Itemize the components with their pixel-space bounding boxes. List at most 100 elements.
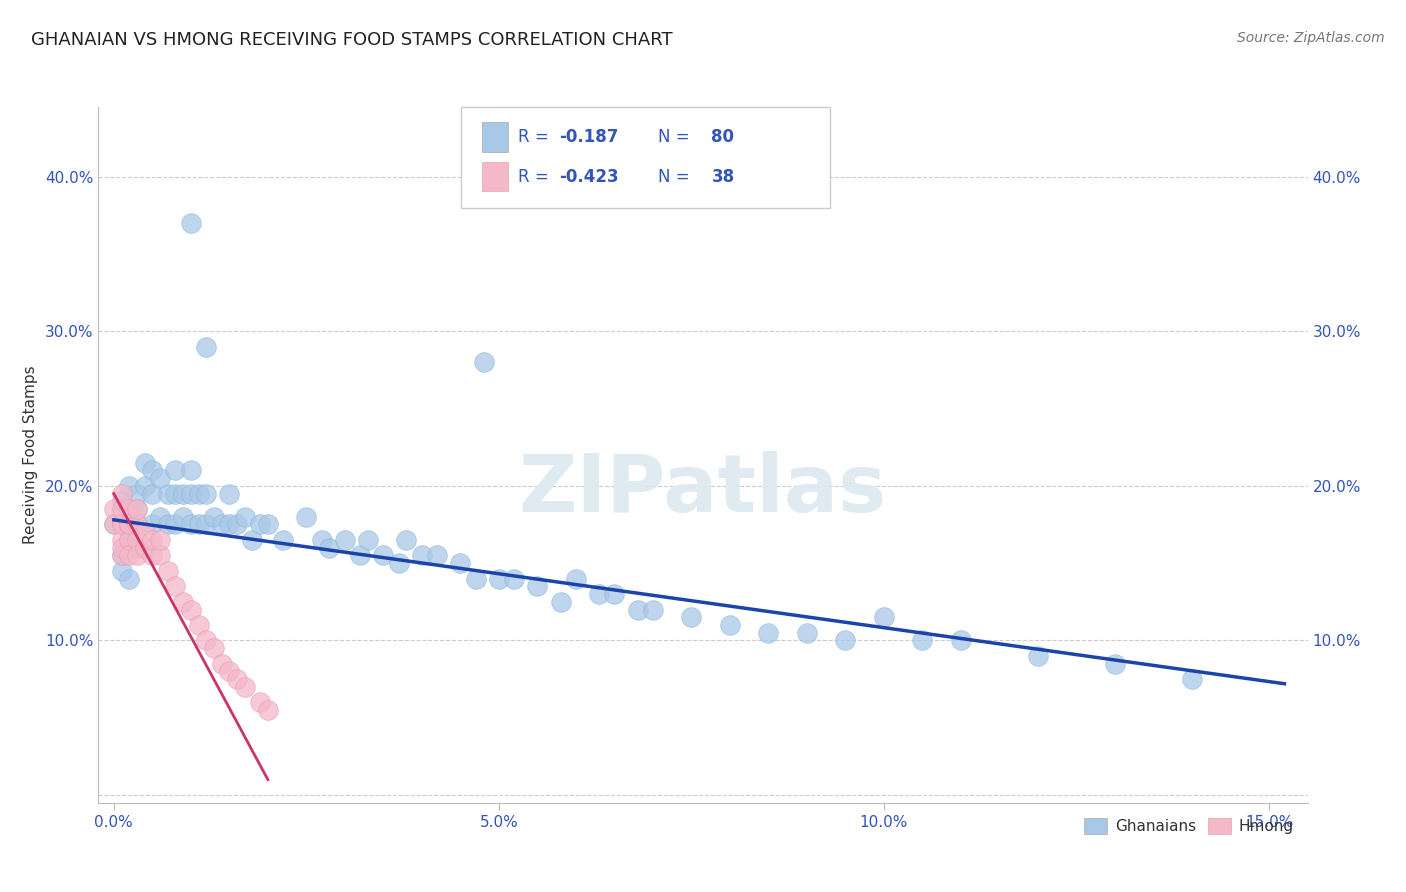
Point xyxy=(503,572,526,586)
Point xyxy=(180,216,202,230)
Point xyxy=(796,625,818,640)
Point xyxy=(242,533,264,547)
Point xyxy=(165,486,187,500)
Point xyxy=(911,633,934,648)
Point xyxy=(318,541,340,555)
Point xyxy=(134,541,156,555)
Point xyxy=(156,517,179,532)
Point xyxy=(1026,648,1049,663)
Point xyxy=(873,610,896,624)
Point xyxy=(125,533,148,547)
Point xyxy=(195,340,218,354)
Point xyxy=(472,355,495,369)
Point xyxy=(118,549,141,563)
Point xyxy=(641,602,664,616)
Text: -0.187: -0.187 xyxy=(560,128,619,146)
Point xyxy=(110,502,132,516)
Point xyxy=(603,587,626,601)
Point xyxy=(118,517,141,532)
Point xyxy=(950,633,973,648)
Point xyxy=(195,486,218,500)
Point xyxy=(718,618,741,632)
Y-axis label: Receiving Food Stamps: Receiving Food Stamps xyxy=(22,366,38,544)
Point xyxy=(311,533,333,547)
Legend: Ghanaians, Hmong: Ghanaians, Hmong xyxy=(1078,813,1301,840)
Point xyxy=(172,486,194,500)
Point xyxy=(125,517,148,532)
Point xyxy=(233,680,256,694)
Text: Source: ZipAtlas.com: Source: ZipAtlas.com xyxy=(1237,31,1385,45)
Point xyxy=(257,517,280,532)
Point xyxy=(125,502,148,516)
Point xyxy=(464,572,486,586)
Text: 38: 38 xyxy=(711,168,734,186)
Point xyxy=(257,703,280,717)
Point xyxy=(156,486,179,500)
Point xyxy=(218,517,240,532)
Point xyxy=(349,549,371,563)
Point xyxy=(156,564,179,578)
Point xyxy=(118,479,141,493)
Point xyxy=(172,509,194,524)
Point xyxy=(149,471,172,485)
Point xyxy=(110,517,132,532)
Point xyxy=(180,517,202,532)
Point xyxy=(110,541,132,555)
Point xyxy=(187,618,209,632)
Point xyxy=(211,517,233,532)
Point xyxy=(249,517,271,532)
Point xyxy=(118,572,141,586)
Point xyxy=(118,541,141,555)
Point xyxy=(172,595,194,609)
Point xyxy=(211,657,233,671)
Point xyxy=(134,525,156,540)
Point xyxy=(426,549,449,563)
Point xyxy=(195,517,218,532)
Point xyxy=(125,502,148,516)
Point xyxy=(110,549,132,563)
Point xyxy=(226,672,249,686)
Point xyxy=(165,517,187,532)
Point xyxy=(233,509,256,524)
Point xyxy=(118,517,141,532)
Point xyxy=(834,633,856,648)
Point xyxy=(388,556,411,570)
Point xyxy=(149,549,172,563)
Point xyxy=(271,533,294,547)
Point xyxy=(110,564,132,578)
Point xyxy=(1104,657,1126,671)
Text: N =: N = xyxy=(658,128,695,146)
Point xyxy=(373,549,395,563)
Point xyxy=(449,556,471,570)
Point xyxy=(141,533,163,547)
Point xyxy=(110,494,132,508)
Point xyxy=(149,509,172,524)
Point xyxy=(333,533,356,547)
Text: GHANAIAN VS HMONG RECEIVING FOOD STAMPS CORRELATION CHART: GHANAIAN VS HMONG RECEIVING FOOD STAMPS … xyxy=(31,31,672,49)
Point xyxy=(681,610,703,624)
Point xyxy=(118,517,141,532)
Point xyxy=(758,625,780,640)
Point xyxy=(218,486,240,500)
Text: -0.423: -0.423 xyxy=(560,168,619,186)
Text: ZIPatlas: ZIPatlas xyxy=(519,450,887,529)
Point xyxy=(110,517,132,532)
Point xyxy=(141,517,163,532)
Point xyxy=(195,633,218,648)
Point xyxy=(110,533,132,547)
Point xyxy=(218,665,240,679)
Point xyxy=(187,517,209,532)
Point xyxy=(134,456,156,470)
Point xyxy=(588,587,610,601)
Point xyxy=(118,502,141,516)
Point xyxy=(125,486,148,500)
Point xyxy=(249,695,271,709)
Point xyxy=(226,517,249,532)
FancyBboxPatch shape xyxy=(461,107,830,208)
Point xyxy=(110,517,132,532)
FancyBboxPatch shape xyxy=(482,162,509,191)
Point xyxy=(134,479,156,493)
Point xyxy=(165,463,187,477)
Point xyxy=(165,579,187,593)
Point xyxy=(118,533,141,547)
